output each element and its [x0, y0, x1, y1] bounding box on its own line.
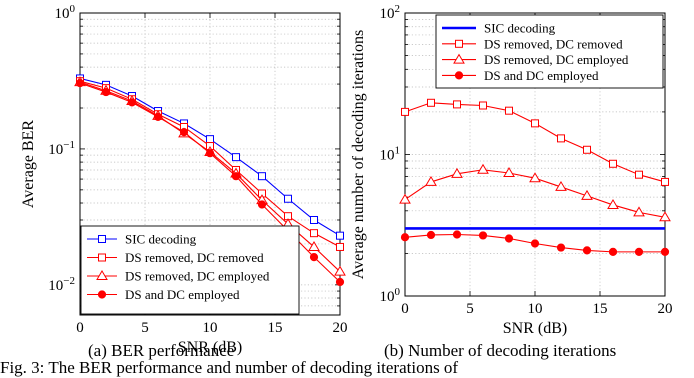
data-point-ds-removed-dc-removed — [635, 170, 643, 179]
x-tick-label: 20 — [658, 301, 673, 317]
data-point-sic-decoding — [258, 172, 266, 181]
figure-caption: Fig. 3: The BER performance and number o… — [0, 358, 459, 377]
data-point-ds-and-dc-employed — [101, 87, 111, 97]
x-tick-label: 0 — [401, 301, 409, 317]
data-point-ds-removed-dc-removed — [609, 159, 617, 168]
data-point-ds-and-dc-employed — [426, 230, 436, 240]
data-point-ds-removed-dc-removed — [427, 98, 435, 107]
data-point-ds-removed-dc-removed — [336, 242, 344, 251]
legend-marker-sic-decoding — [98, 235, 106, 243]
x-tick-label: 15 — [268, 320, 283, 336]
data-point-ds-removed-dc-removed — [401, 107, 409, 116]
data-point-ds-removed-dc-employed — [633, 206, 645, 217]
data-point-ds-removed-dc-employed — [425, 175, 437, 186]
caption-ber: (a) BER performance — [88, 341, 235, 360]
y-tick-label: 100 — [55, 3, 76, 22]
data-point-ds-and-dc-employed — [530, 239, 540, 248]
data-point-ds-and-dc-employed — [231, 172, 241, 181]
legend-label-ds-and-dc-employed: DS and DC employed — [125, 287, 240, 302]
data-point-ds-and-dc-employed — [153, 112, 163, 122]
data-point-sic-decoding — [336, 231, 344, 240]
data-point-ds-removed-dc-removed — [531, 119, 539, 128]
data-point-ds-removed-dc-employed — [581, 189, 593, 200]
legend-marker-ds-removed-dc-employed — [453, 53, 465, 64]
data-point-ds-and-dc-employed — [309, 253, 319, 262]
y-tick-label: 102 — [380, 3, 401, 22]
x-tick-label: 10 — [203, 320, 218, 336]
data-point-ds-removed-dc-employed — [529, 172, 541, 183]
legend-marker-ds-removed-dc-employed — [96, 270, 108, 280]
data-point-sic-decoding — [206, 135, 214, 144]
data-point-ds-removed-dc-employed — [451, 167, 463, 178]
data-point-ds-removed-dc-removed — [661, 177, 669, 186]
data-point-ds-and-dc-employed — [75, 78, 85, 88]
legend-label-sic-decoding: SIC decoding — [125, 232, 197, 247]
y-tick-label: 10−2 — [48, 275, 75, 294]
x-tick-label: 0 — [76, 320, 84, 336]
data-point-ds-and-dc-employed — [556, 243, 566, 252]
legend-box — [80, 225, 300, 315]
x-tick-label: 20 — [333, 320, 348, 336]
x-tick-label: 5 — [141, 320, 149, 336]
data-point-ds-removed-dc-removed — [557, 134, 565, 143]
data-point-ds-removed-dc-removed — [505, 106, 513, 115]
data-point-ds-removed-dc-removed — [310, 229, 318, 238]
data-point-ds-removed-dc-employed — [555, 180, 567, 191]
y-tick-label: 10−1 — [48, 139, 75, 158]
legend-label-ds-removed-dc-employed: DS removed, DC employed — [125, 269, 270, 284]
legend-marker-ds-and-dc-employed — [454, 71, 464, 80]
caption-iterations: (b) Number of decoding iterations — [384, 341, 617, 360]
data-point-ds-removed-dc-removed — [583, 145, 591, 154]
legend-label-ds-removed-dc-removed: DS removed, DC removed — [484, 36, 623, 51]
x-axis-label: SNR (dB) — [503, 320, 567, 337]
legend-marker-ds-removed-dc-removed — [98, 253, 106, 262]
data-point-ds-removed-dc-removed — [479, 101, 487, 110]
x-tick-label: 5 — [466, 301, 474, 317]
data-point-ds-and-dc-employed — [335, 277, 345, 287]
legend-label-sic-decoding: SIC decoding — [484, 21, 556, 36]
series-line-ds-removed-dc-removed — [79, 80, 341, 248]
data-point-sic-decoding — [310, 215, 318, 224]
x-tick-label: 10 — [528, 301, 543, 317]
data-point-ds-and-dc-employed — [608, 247, 618, 256]
data-point-ds-and-dc-employed — [478, 231, 488, 240]
y-tick-label: 101 — [380, 145, 401, 164]
legend-label-ds-and-dc-employed: DS and DC employed — [484, 68, 599, 83]
data-point-ds-and-dc-employed — [634, 247, 644, 256]
data-point-ds-and-dc-employed — [660, 247, 670, 256]
y-axis-label: Average number of decoding iterations — [350, 30, 367, 279]
data-point-ds-and-dc-employed — [127, 98, 137, 107]
data-point-ds-removed-dc-removed — [453, 100, 461, 109]
data-point-ds-removed-dc-employed — [334, 265, 346, 276]
data-point-ds-and-dc-employed — [582, 246, 592, 255]
data-point-sic-decoding — [232, 153, 240, 162]
y-tick-label: 100 — [380, 286, 401, 305]
data-point-sic-decoding — [284, 194, 292, 203]
data-point-ds-removed-dc-employed — [503, 167, 515, 178]
x-axis-label: SNR (dB) — [178, 339, 242, 356]
x-tick-label: 15 — [593, 301, 608, 317]
data-point-ds-and-dc-employed — [452, 230, 462, 239]
y-axis-label: Average BER — [20, 120, 37, 208]
data-point-ds-removed-dc-employed — [477, 163, 489, 174]
ber-chart: 0 5 10 15 20 100 10−1 10−2 SNR (dB) Average BER SI… — [20, 3, 348, 356]
data-point-ds-removed-dc-employed — [607, 198, 619, 209]
legend-label-ds-removed-dc-removed: DS removed, DC removed — [125, 250, 264, 265]
legend-marker-ds-removed-dc-removed — [455, 39, 463, 48]
data-point-ds-and-dc-employed — [179, 127, 189, 137]
data-point-ds-removed-dc-employed — [659, 211, 671, 222]
iterations-chart: 0 5 10 15 20 102 101 100 SNR (dB) Average number … — [350, 3, 673, 337]
data-point-ds-removed-dc-employed — [308, 240, 320, 251]
legend-label-ds-removed-dc-employed: DS removed, DC employed — [484, 52, 629, 67]
data-point-ds-and-dc-employed — [504, 234, 514, 243]
data-point-ds-and-dc-employed — [400, 233, 410, 242]
data-point-ds-and-dc-employed — [205, 149, 215, 158]
data-point-ds-and-dc-employed — [257, 200, 267, 209]
data-point-ds-removed-dc-employed — [399, 193, 411, 204]
legend-marker-ds-and-dc-employed — [97, 290, 107, 299]
